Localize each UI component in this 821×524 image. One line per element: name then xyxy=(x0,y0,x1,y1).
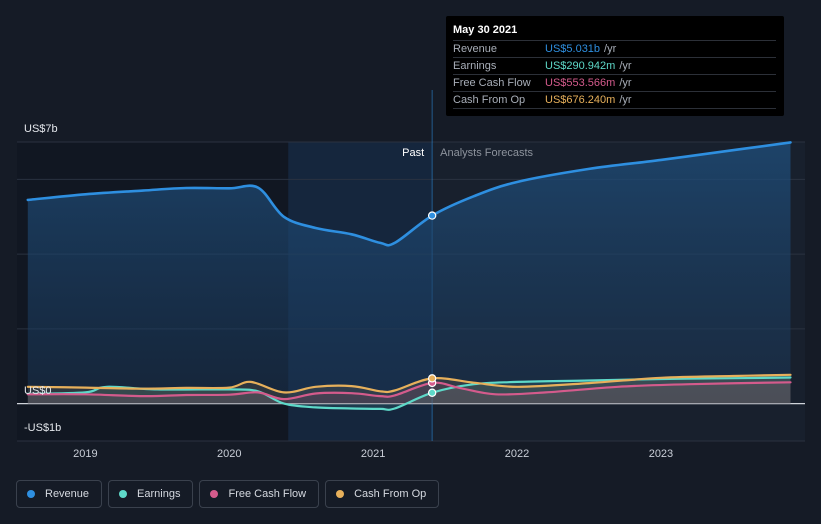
series-marker-revenue xyxy=(427,211,437,220)
series-marker-cash-from-op xyxy=(427,374,437,383)
y-tick-label: US$7b xyxy=(24,123,58,135)
legend-dot-icon xyxy=(210,490,219,498)
x-tick-label: 2019 xyxy=(73,448,98,460)
tooltip-series-name: Earnings xyxy=(453,60,497,72)
legend-item-revenue[interactable]: Revenue xyxy=(16,480,103,508)
series-marker-earnings xyxy=(427,388,437,397)
y-tick-label: -US$1b xyxy=(24,422,62,434)
tooltip-row-earnings: Earnings US$290.942m /yr xyxy=(453,58,776,75)
legend-label: Revenue xyxy=(45,488,90,500)
y-tick-label: US$0 xyxy=(24,384,52,397)
tooltip-series-value: US$5.031b xyxy=(545,43,601,55)
x-tick-label: 2020 xyxy=(217,448,242,460)
legend-item-cash-from-op[interactable]: Cash From Op xyxy=(325,480,440,508)
tooltip-unit: /yr xyxy=(619,94,632,106)
tooltip-series-name: Cash From Op xyxy=(453,94,526,106)
data-tooltip: May 30 2021 Revenue US$5.031b /yr Earnin… xyxy=(446,16,784,116)
series-line-revenue xyxy=(26,141,792,247)
series-line-free-cash-flow xyxy=(26,381,792,401)
tooltip-series-name: Free Cash Flow xyxy=(453,77,531,89)
series-area-revenue xyxy=(27,142,791,404)
tooltip-unit: /yr xyxy=(604,43,617,55)
forecast-zone-label: Analysts Forecasts xyxy=(440,147,534,159)
chart-legend: Revenue Earnings Free Cash Flow Cash Fro… xyxy=(16,480,440,508)
legend-dot-icon xyxy=(27,490,35,498)
x-tick-label: 2022 xyxy=(504,448,530,460)
tooltip-row-free-cash-flow: Free Cash Flow US$553.566m /yr xyxy=(453,75,776,92)
legend-item-earnings[interactable]: Earnings xyxy=(108,480,194,508)
tooltip-unit: /yr xyxy=(619,77,632,89)
tooltip-date: May 30 2021 xyxy=(453,24,776,41)
legend-label: Earnings xyxy=(137,488,181,500)
series-area-free-cash-flow xyxy=(27,382,791,404)
series-line-cash-from-op xyxy=(26,373,792,394)
tooltip-unit: /yr xyxy=(619,60,632,72)
tooltip-series-value: US$290.942m xyxy=(545,60,616,72)
legend-label: Cash From Op xyxy=(354,488,427,500)
legend-dot-icon xyxy=(336,490,345,498)
legend-label: Free Cash Flow xyxy=(228,488,307,500)
tooltip-series-name: Revenue xyxy=(453,43,498,55)
tooltip-series-value: US$676.240m xyxy=(545,94,616,106)
legend-item-free-cash-flow[interactable]: Free Cash Flow xyxy=(199,480,320,508)
series-area-earnings xyxy=(27,377,791,410)
tooltip-series-value: US$553.566m xyxy=(545,77,616,89)
tooltip-row-cash-from-op: Cash From Op US$676.240m /yr xyxy=(453,92,776,109)
tooltip-row-revenue: Revenue US$5.031b /yr xyxy=(453,41,776,58)
past-zone-label: Past xyxy=(402,147,425,159)
x-tick-label: 2021 xyxy=(360,448,386,460)
legend-dot-icon xyxy=(119,490,128,498)
x-tick-label: 2023 xyxy=(648,448,674,460)
